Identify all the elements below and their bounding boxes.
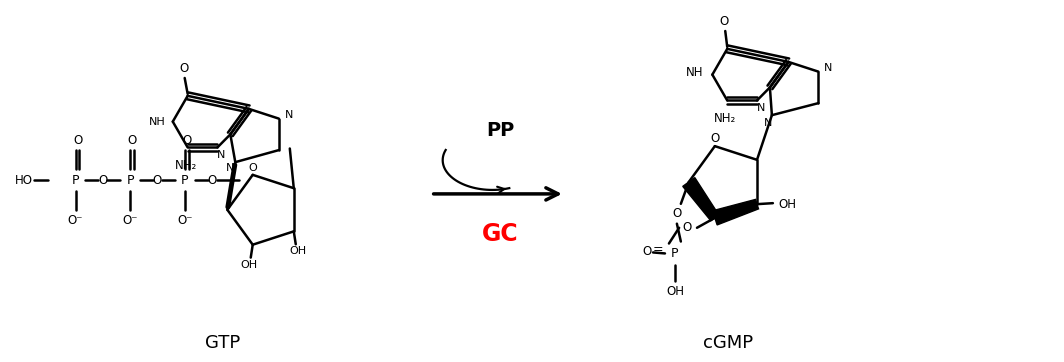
Text: N: N	[227, 163, 234, 173]
Text: NH₂: NH₂	[714, 112, 736, 125]
Text: HO: HO	[15, 173, 33, 186]
Text: N: N	[757, 104, 765, 113]
Text: cGMP: cGMP	[703, 334, 753, 352]
Text: O: O	[248, 163, 257, 173]
Text: O: O	[672, 207, 682, 220]
Text: O⁻: O⁻	[68, 214, 83, 227]
Text: O: O	[98, 173, 107, 186]
Text: P: P	[71, 173, 80, 186]
Text: NH₂: NH₂	[174, 159, 197, 172]
Text: PP: PP	[486, 121, 514, 140]
Text: P: P	[181, 173, 188, 186]
Text: O: O	[719, 14, 729, 28]
Text: O: O	[128, 134, 136, 147]
Text: O: O	[710, 132, 719, 145]
Text: O: O	[179, 62, 188, 75]
Text: O⁻: O⁻	[177, 214, 193, 227]
Text: OH: OH	[779, 198, 797, 211]
Text: O: O	[182, 134, 192, 147]
Text: GC: GC	[482, 222, 518, 245]
Text: O⁻: O⁻	[122, 214, 138, 227]
Text: OH: OH	[289, 246, 306, 256]
Text: GTP: GTP	[204, 334, 240, 352]
Polygon shape	[683, 178, 719, 221]
Text: O: O	[643, 245, 652, 258]
Text: N: N	[764, 118, 772, 128]
Text: O: O	[153, 173, 162, 186]
Text: N: N	[284, 110, 293, 120]
Text: =: =	[652, 243, 663, 256]
Text: O: O	[207, 173, 217, 186]
Text: OH: OH	[666, 285, 684, 298]
Text: NH: NH	[685, 66, 703, 79]
Text: NH: NH	[149, 117, 165, 127]
Polygon shape	[713, 199, 759, 225]
Text: P: P	[671, 247, 679, 260]
Text: P: P	[127, 173, 134, 186]
Text: O: O	[73, 134, 82, 147]
Text: N: N	[825, 63, 832, 73]
Text: O: O	[682, 221, 692, 234]
Text: N: N	[217, 150, 226, 160]
Text: OH: OH	[240, 260, 257, 270]
